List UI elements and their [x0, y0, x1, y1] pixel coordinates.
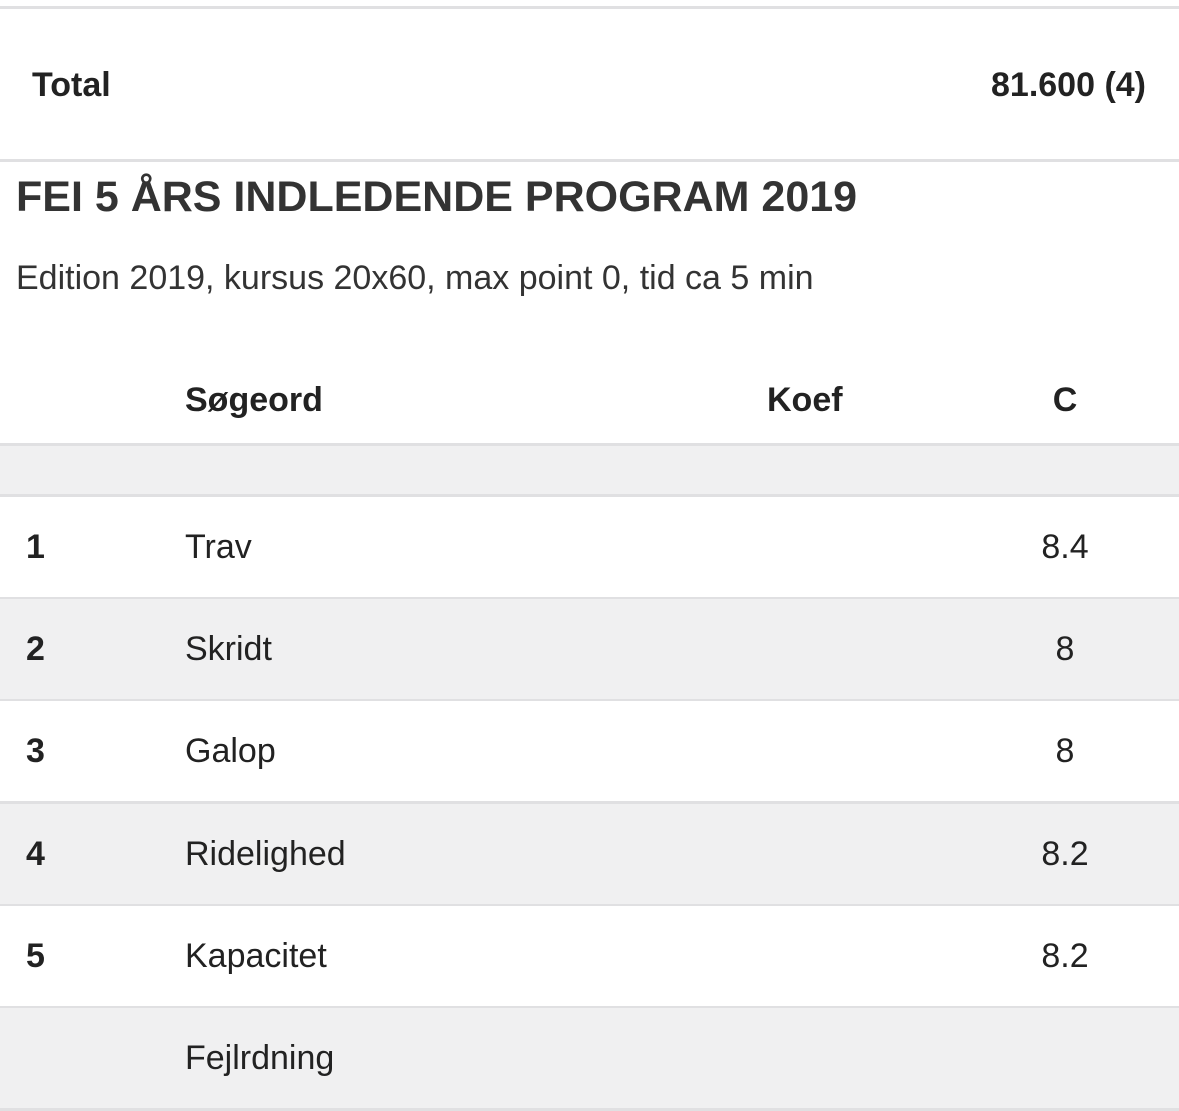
column-header: Koef [767, 381, 843, 419]
column-header: C [1052, 381, 1078, 419]
row-keyword: Kapacitet [185, 936, 327, 975]
table-row: Fejlrdning [0, 1008, 1179, 1108]
table-row: 2 Skridt 8 [0, 599, 1179, 700]
row-keyword: Fejlrdning [185, 1039, 335, 1077]
column-header: Søgeord [185, 381, 323, 419]
table-row: 1 Trav 8.4 [0, 497, 1179, 597]
program-title: FEI 5 ÅRS INDLEDENDE PROGRAM 2019 [16, 173, 858, 221]
divider [0, 801, 1179, 805]
total-value: 81.600 (4) [991, 66, 1146, 104]
divider [0, 1005, 1179, 1009]
row-score: 8.2 [1041, 936, 1089, 975]
row-keyword: Skridt [185, 630, 272, 669]
row-number: 4 [26, 834, 45, 873]
divider [0, 699, 1179, 703]
row-number: 2 [26, 630, 45, 669]
row-number: 5 [26, 936, 45, 975]
divider [0, 443, 1179, 446]
row-score: 8 [1055, 630, 1075, 669]
row-keyword: Trav [185, 528, 252, 566]
table-row: 5 Kapacitet 8.2 [0, 905, 1179, 1006]
program-subtitle: Edition 2019, kursus 20x60, max point 0,… [16, 259, 814, 297]
table-row: 3 Galop 8 [0, 701, 1179, 802]
divider [0, 6, 1179, 9]
row-keyword: Galop [185, 732, 276, 771]
total-label: Total [32, 66, 111, 104]
table-row: 4 Ridelighed 8.2 [0, 803, 1179, 904]
row-number: 1 [26, 528, 45, 566]
row-number: 3 [26, 732, 45, 771]
divider [0, 494, 1179, 497]
row-score: 8.2 [1041, 834, 1089, 873]
row-score: 8.4 [1041, 528, 1089, 566]
row-score: 8 [1055, 732, 1075, 771]
row-keyword: Ridelighed [185, 834, 346, 873]
divider [0, 159, 1179, 162]
divider [0, 903, 1179, 907]
divider [0, 597, 1179, 600]
empty-row [0, 446, 1179, 495]
